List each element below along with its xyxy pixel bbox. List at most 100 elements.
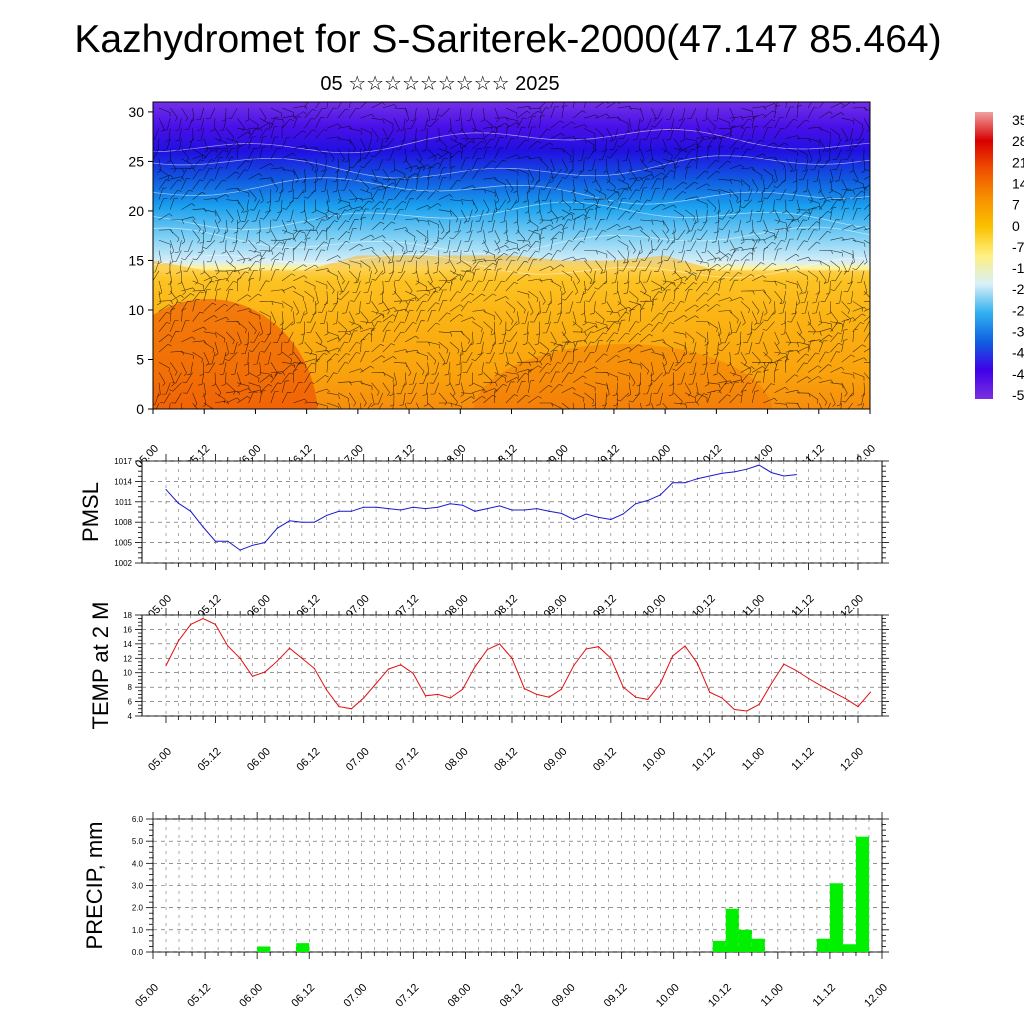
- pmsl-point: [758, 464, 760, 466]
- x-tick-label: 05.12: [196, 746, 224, 774]
- temp-panel: 4 6 8 10 12 14 16 18 05.00 05.12 06.00 06.12 07.00 07…: [88, 602, 889, 774]
- colorbar-label: 14: [1012, 175, 1024, 191]
- pmsl-point: [214, 540, 217, 542]
- precip-bar: [296, 943, 310, 952]
- x-tick-label: 09.12: [602, 982, 630, 1010]
- temp-point: [807, 677, 810, 680]
- temp-point: [845, 698, 847, 700]
- temp-point: [251, 675, 254, 677]
- temp-point: [659, 682, 661, 685]
- temp-point: [795, 669, 797, 672]
- precip-bar: [257, 946, 271, 952]
- pmsl-point: [684, 482, 686, 484]
- temp-point: [523, 687, 525, 690]
- x-tick-label: 10.12: [706, 982, 734, 1010]
- y-axis-label: TEMP at 2 M: [88, 602, 113, 730]
- temp-point: [227, 645, 229, 647]
- x-tick-label: 08.12: [492, 746, 520, 774]
- x-tick-label: 05.00: [146, 746, 174, 774]
- temp-point: [758, 703, 760, 706]
- temp-point: [326, 689, 328, 691]
- temp-point: [647, 698, 649, 701]
- pmsl-point: [709, 475, 711, 477]
- precip-panel: 0.0 1.0 2.0 3.0 4.0 5.0 6.0 05.00 05.12 06.00 06.1…: [82, 812, 890, 1010]
- temp-point: [449, 697, 451, 699]
- y-tick-label: 18: [123, 611, 132, 620]
- temp-point: [573, 664, 575, 667]
- x-tick-label: 06.00: [237, 982, 265, 1010]
- y-tick-label: 10: [128, 302, 144, 318]
- y-tick-label: 15: [128, 252, 144, 268]
- x-tick-label: 12.00: [862, 982, 890, 1010]
- pmsl-point: [387, 508, 390, 510]
- colorbar-label: -5: [1012, 387, 1024, 403]
- precip-bar: [842, 944, 856, 952]
- y-tick-label: 1017: [114, 457, 132, 466]
- pmsl-point: [288, 520, 291, 522]
- pmsl-point: [177, 502, 179, 504]
- pmsl-point: [412, 506, 414, 508]
- y-axis-label: PMSL: [78, 482, 103, 542]
- temp-point: [548, 696, 550, 698]
- pmsl-series-line: [165, 464, 797, 551]
- temp-point: [560, 688, 563, 690]
- x-tick-label: 10.00: [654, 982, 682, 1010]
- y-tick-label: 6.0: [132, 815, 144, 824]
- precip-bar: [816, 938, 830, 952]
- temp-point: [709, 691, 711, 693]
- precip-bar: [751, 938, 765, 952]
- x-tick-label: 11.12: [811, 982, 838, 1009]
- pmsl-point: [326, 514, 328, 517]
- x-tick-label: 06.00: [245, 746, 273, 774]
- pmsl-point: [227, 540, 229, 542]
- pmsl-point: [523, 509, 525, 511]
- x-tick-label: 05.12: [185, 982, 213, 1010]
- contour-line: [153, 226, 870, 255]
- pmsl-point: [721, 472, 723, 474]
- cross-section-overlay: [153, 102, 870, 409]
- pmsl-point: [634, 503, 637, 505]
- pmsl-point: [795, 474, 797, 476]
- colorbar-label: 35: [1012, 112, 1024, 128]
- pmsl-point: [350, 510, 352, 512]
- y-tick-label: 5: [136, 351, 144, 367]
- pmsl-point: [239, 549, 241, 551]
- temp-point: [301, 657, 303, 659]
- pmsl-point: [560, 512, 563, 514]
- x-tick-label: 11.00: [740, 746, 767, 773]
- warm-spot: [473, 344, 773, 409]
- temp-point: [190, 623, 192, 625]
- pmsl-point: [375, 506, 377, 508]
- x-tick-label: 10.12: [690, 746, 718, 774]
- pmsl-point: [696, 478, 698, 480]
- pmsl-point: [585, 513, 587, 515]
- y-tick-label: 1011: [115, 498, 133, 507]
- pmsl-point: [437, 506, 439, 508]
- y-tick-label: 3.0: [132, 882, 144, 891]
- y-tick-label: 16: [123, 625, 132, 634]
- x-tick-label: 11.12: [789, 746, 816, 773]
- temp-point: [733, 708, 736, 711]
- temp-series-line: [165, 618, 871, 712]
- x-tick-label: 10.00: [640, 746, 668, 774]
- contour-line: [153, 253, 870, 278]
- pmsl-point: [400, 509, 402, 511]
- y-tick-label: 1.0: [132, 926, 144, 935]
- pmsl-point: [363, 506, 365, 508]
- temp-point: [338, 706, 340, 708]
- x-tick-label: 09.00: [542, 746, 570, 774]
- temp-point: [177, 640, 179, 642]
- y-tick-label: 2.0: [132, 904, 144, 913]
- temp-point: [511, 657, 513, 659]
- warm-layer: [153, 255, 870, 409]
- y-tick-label: 10: [123, 669, 132, 678]
- x-tick-label: 08.12: [498, 982, 526, 1010]
- colorbar-scale: [975, 112, 993, 399]
- colorbar-label: -3: [1012, 324, 1024, 340]
- y-tick-label: 1014: [114, 477, 132, 486]
- y-tick-label: 0.0: [132, 948, 144, 957]
- temp-point: [857, 706, 859, 708]
- pmsl-point: [536, 508, 538, 510]
